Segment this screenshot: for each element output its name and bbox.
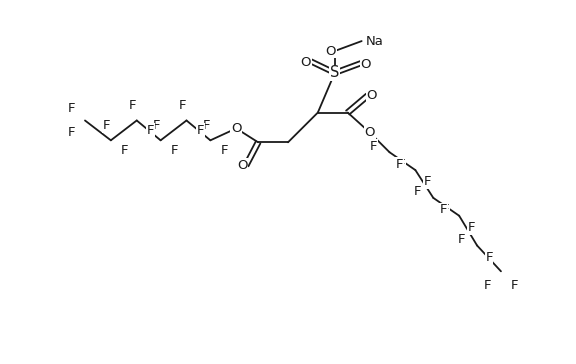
Text: F: F	[153, 119, 160, 132]
Text: O: O	[237, 159, 248, 172]
Text: O: O	[361, 58, 371, 71]
Text: F: F	[203, 119, 210, 132]
Text: F: F	[370, 140, 377, 153]
Text: F: F	[483, 279, 491, 292]
Text: F: F	[441, 203, 449, 216]
Text: F: F	[196, 124, 204, 137]
Text: S: S	[330, 66, 339, 80]
Text: F: F	[396, 158, 403, 171]
Text: F: F	[511, 279, 518, 292]
Text: Na: Na	[366, 35, 384, 48]
Text: F: F	[439, 203, 447, 216]
Text: F: F	[423, 175, 431, 189]
Text: F: F	[121, 144, 128, 157]
Text: F: F	[171, 144, 179, 157]
Text: F: F	[129, 99, 137, 112]
Text: O: O	[301, 56, 311, 70]
Text: F: F	[179, 99, 186, 112]
Text: O: O	[365, 126, 375, 139]
Text: F: F	[67, 102, 75, 115]
Text: F: F	[103, 119, 111, 132]
Text: O: O	[231, 122, 241, 135]
Text: O: O	[325, 44, 336, 58]
Text: F: F	[457, 233, 465, 246]
Text: O: O	[366, 89, 377, 102]
Text: F: F	[467, 221, 475, 234]
Text: F: F	[414, 185, 421, 198]
Text: F: F	[485, 251, 493, 264]
Text: F: F	[221, 144, 228, 157]
Text: F: F	[397, 158, 405, 171]
Text: F: F	[67, 126, 75, 139]
Text: F: F	[147, 124, 154, 137]
